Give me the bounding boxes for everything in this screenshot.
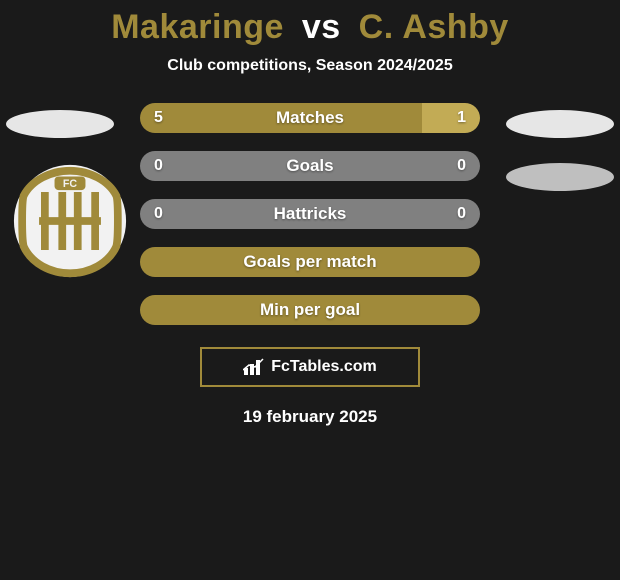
stat-label: Hattricks bbox=[274, 204, 347, 224]
player2-club-placeholder bbox=[506, 163, 614, 191]
player1-club-badge: FC bbox=[12, 163, 128, 279]
stat-row: 0 0 Hattricks bbox=[140, 199, 480, 229]
bar-chart-icon bbox=[243, 358, 265, 376]
brand-badge[interactable]: FcTables.com bbox=[200, 347, 420, 387]
stat-row: Min per goal bbox=[140, 295, 480, 325]
player2-avatar-placeholder bbox=[506, 110, 614, 138]
stat-value-left: 5 bbox=[154, 109, 163, 127]
brand-suffix: Tables.com bbox=[290, 358, 377, 375]
stat-row: 0 0 Goals bbox=[140, 151, 480, 181]
stats-area: FC 5 1 Matches 0 0 Goals 0 0 Hattricks Goals per … bbox=[0, 103, 620, 325]
stat-label: Matches bbox=[276, 108, 344, 128]
stat-label: Goals per match bbox=[243, 252, 376, 272]
player1-name: Makaringe bbox=[111, 8, 284, 46]
title-vs: vs bbox=[302, 8, 341, 46]
stat-value-right: 1 bbox=[457, 109, 466, 127]
stat-fill-right bbox=[310, 151, 480, 181]
stat-value-right: 0 bbox=[457, 157, 466, 175]
brand-text: FcTables.com bbox=[271, 358, 377, 376]
stat-value-left: 0 bbox=[154, 205, 163, 223]
stat-rows: 5 1 Matches 0 0 Goals 0 0 Hattricks Goals per mat… bbox=[140, 103, 480, 325]
date-text: 19 february 2025 bbox=[0, 407, 620, 427]
brand-prefix: Fc bbox=[271, 358, 290, 375]
comparison-card: Makaringe vs C. Ashby Club competitions,… bbox=[0, 0, 620, 580]
player2-name: C. Ashby bbox=[359, 8, 509, 46]
subtitle: Club competitions, Season 2024/2025 bbox=[0, 57, 620, 75]
stat-row: Goals per match bbox=[140, 247, 480, 277]
stat-value-left: 0 bbox=[154, 157, 163, 175]
page-title: Makaringe vs C. Ashby bbox=[0, 8, 620, 47]
stat-label: Min per goal bbox=[260, 300, 360, 320]
svg-text:FC: FC bbox=[63, 178, 77, 190]
stat-fill-left bbox=[140, 151, 310, 181]
stat-label: Goals bbox=[286, 156, 333, 176]
player1-avatar-placeholder bbox=[6, 110, 114, 138]
stat-value-right: 0 bbox=[457, 205, 466, 223]
stat-row: 5 1 Matches bbox=[140, 103, 480, 133]
stat-fill-right bbox=[422, 103, 480, 133]
